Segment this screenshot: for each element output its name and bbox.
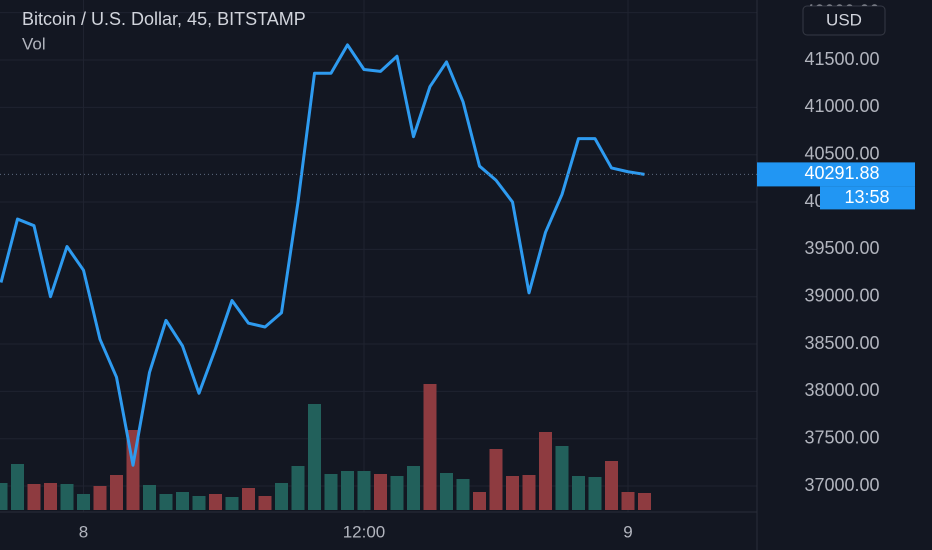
volume bbox=[0, 384, 651, 510]
x-tick-label: 8 bbox=[79, 522, 88, 541]
volume-bar bbox=[225, 497, 239, 510]
y-tick-label: 37000.00 bbox=[804, 475, 879, 495]
volume-bar bbox=[506, 476, 519, 510]
currency-label[interactable]: USD bbox=[826, 10, 862, 29]
volume-bar bbox=[638, 493, 651, 510]
grid bbox=[0, 0, 757, 512]
volume-bar bbox=[159, 494, 173, 510]
currency-button[interactable] bbox=[802, 5, 886, 36]
volume-bar bbox=[555, 446, 569, 510]
volume-bar bbox=[456, 479, 470, 510]
volume-bar bbox=[308, 404, 321, 510]
volume-bar bbox=[489, 449, 503, 510]
plot bbox=[0, 43, 645, 467]
volume-bar bbox=[588, 477, 602, 510]
volume-label: Vol bbox=[22, 34, 46, 53]
volume-bar bbox=[621, 492, 635, 510]
volume-bar bbox=[390, 476, 404, 510]
y-tick-label: 37500.00 bbox=[804, 427, 879, 447]
chart-title: Bitcoin / U.S. Dollar, 45, BITSTAMP bbox=[22, 9, 306, 29]
volume-bar bbox=[0, 483, 8, 510]
volume-bar bbox=[374, 474, 387, 510]
volume-bar bbox=[605, 461, 618, 510]
overlay: 40291.88 13:58 bbox=[0, 162, 915, 210]
x-tick-label: 12:00 bbox=[343, 522, 386, 541]
y-tick-label: 39500.00 bbox=[804, 238, 879, 258]
x-tick-label: 9 bbox=[623, 522, 632, 541]
volume-bar bbox=[572, 476, 585, 510]
volume-bar bbox=[176, 492, 189, 510]
y-tick-label: 38500.00 bbox=[804, 333, 879, 353]
countdown-label: 13:58 bbox=[844, 187, 889, 207]
volume-bar bbox=[275, 483, 288, 510]
y-tick-label: 41500.00 bbox=[804, 49, 879, 69]
volume-bar bbox=[77, 494, 90, 510]
volume-bar bbox=[60, 484, 74, 510]
last-price-label: 40291.88 bbox=[804, 163, 879, 183]
volume-bar bbox=[209, 494, 222, 510]
volume-bar bbox=[440, 473, 453, 510]
volume-bar bbox=[423, 384, 437, 510]
volume-bar bbox=[291, 466, 305, 510]
countdown-box bbox=[820, 186, 915, 210]
volume-bar bbox=[44, 483, 57, 510]
price-line bbox=[0, 43, 645, 467]
volume-bar bbox=[11, 464, 24, 510]
volume-bar bbox=[324, 474, 338, 510]
y-tick-label: 39000.00 bbox=[804, 285, 879, 305]
volume-bar bbox=[27, 484, 41, 510]
volume-bar bbox=[93, 486, 107, 510]
last-price-box bbox=[757, 162, 915, 187]
volume-bar bbox=[110, 475, 123, 510]
y-tick-label: 40500.00 bbox=[804, 143, 879, 163]
volume-bar bbox=[407, 466, 420, 510]
y-tick-label: 41000.00 bbox=[804, 96, 879, 116]
volume-bar bbox=[473, 492, 486, 510]
y-tick-label: 38000.00 bbox=[804, 380, 879, 400]
volume-bar bbox=[357, 471, 371, 510]
volume-bar bbox=[242, 488, 255, 510]
volume-bar bbox=[192, 496, 206, 510]
volume-bar bbox=[143, 485, 156, 510]
volume-bar bbox=[522, 475, 536, 510]
volume-bar bbox=[258, 496, 272, 510]
volume-bar bbox=[539, 432, 552, 510]
volume-bar bbox=[341, 471, 354, 510]
